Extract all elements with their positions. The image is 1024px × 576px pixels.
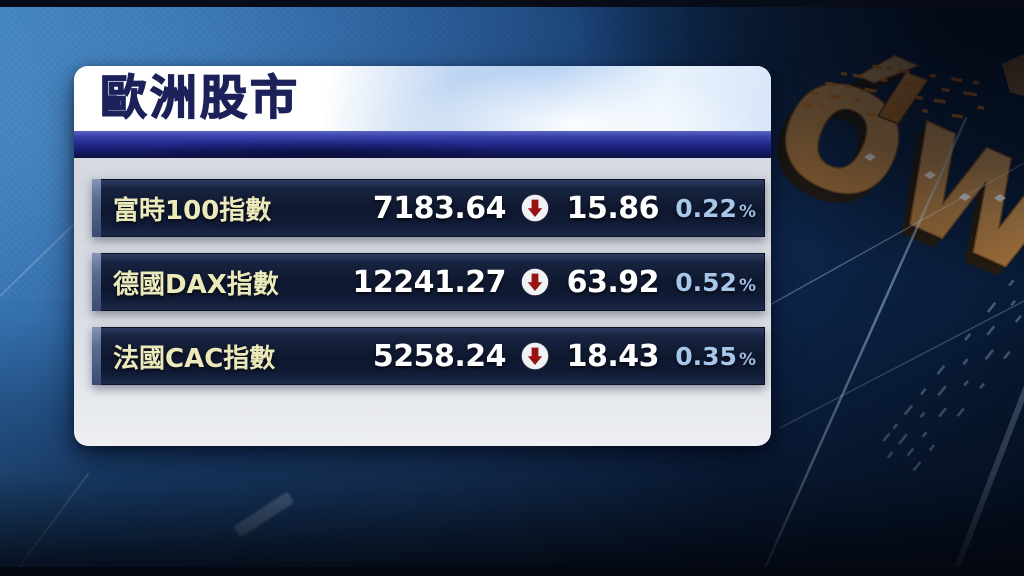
title-glare <box>74 66 771 131</box>
index-row-dax: 德國DAX指數 12241.27 63.92 0.52% <box>92 253 765 311</box>
index-row-cac: 法國CAC指數 5258.24 18.43 0.35% <box>92 327 765 385</box>
index-change: 63.92 <box>566 264 660 300</box>
top-letterbox-strip <box>0 0 1024 7</box>
pct-unit: % <box>738 275 756 296</box>
index-name: 富時100指數 <box>113 195 272 226</box>
index-value: 12241.27 <box>352 264 506 300</box>
row-left-strip <box>92 253 101 311</box>
bottom-letterbox-strip <box>0 567 1024 576</box>
title-underline-bar <box>74 131 771 158</box>
row-left-strip <box>92 179 101 237</box>
row-left-strip <box>92 327 101 385</box>
index-change: 18.43 <box>566 338 660 374</box>
down-arrow-icon <box>506 193 564 223</box>
panel-title-bar: 歐洲股市 <box>74 66 771 131</box>
index-value: 5258.24 <box>372 338 507 374</box>
pct-value: 0.52 <box>675 267 737 297</box>
row-body: 德國DAX指數 12241.27 63.92 0.52% <box>101 253 765 311</box>
down-arrow-icon <box>506 267 564 297</box>
index-change-pct: 0.52% <box>659 268 764 297</box>
index-name: 德國DAX指數 <box>113 269 279 300</box>
index-row-ftse100: 富時100指數 7183.64 15.86 0.22% <box>92 179 765 237</box>
index-change-pct: 0.22% <box>659 194 764 223</box>
row-body: 法國CAC指數 5258.24 18.43 0.35% <box>101 327 765 385</box>
stocks-panel: 歐洲股市 富時100指數 7183.64 15.86 0.22% <box>74 66 771 446</box>
row-body: 富時100指數 7183.64 15.86 0.22% <box>101 179 765 237</box>
pct-unit: % <box>738 201 756 222</box>
pct-value: 0.22 <box>675 193 737 223</box>
down-arrow-icon <box>506 341 564 371</box>
pct-unit: % <box>738 349 756 370</box>
index-name: 法國CAC指數 <box>113 343 276 374</box>
index-value: 7183.64 <box>372 190 507 226</box>
index-change-pct: 0.35% <box>659 342 764 371</box>
pct-value: 0.35 <box>675 341 737 371</box>
index-change: 15.86 <box>566 190 660 226</box>
logo-letters: ów ów <box>737 1 1024 330</box>
